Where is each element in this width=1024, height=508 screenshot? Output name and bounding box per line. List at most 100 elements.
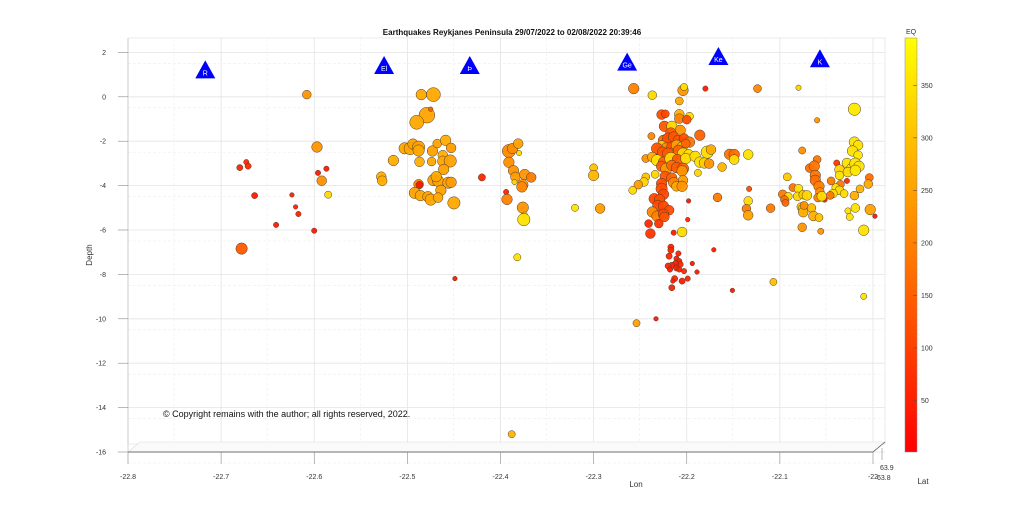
earthquake-point: [860, 293, 868, 300]
earthquake-point: [628, 186, 637, 195]
earthquake-point: [845, 213, 854, 221]
y-tick-label: -16: [96, 450, 106, 457]
x-tick-label: -22.8: [120, 474, 136, 481]
earthquake-point: [432, 192, 444, 203]
earthquake-point: [650, 170, 660, 179]
earthquake-point: [517, 213, 531, 227]
earthquake-point: [513, 253, 522, 262]
earthquake-point: [235, 242, 248, 255]
earthquake-point: [795, 84, 802, 91]
earthquake-point: [377, 175, 388, 186]
colorbar-gradient: [904, 37, 918, 453]
earthquake-point: [765, 203, 776, 213]
earthquake-point: [834, 170, 845, 181]
y-tick-label: -6: [100, 228, 106, 235]
earthquake-point: [387, 154, 399, 167]
earthquake-point: [311, 227, 318, 234]
earthquake-point: [743, 149, 754, 160]
earthquake-point: [717, 162, 727, 172]
earthquake-point: [516, 181, 528, 193]
earthquake-point: [412, 144, 425, 157]
colorbar-tick-label: 100: [921, 345, 933, 352]
station-triangle-icon: [459, 55, 480, 74]
x-tick-label: -22.6: [306, 474, 322, 481]
earthquake-point: [323, 165, 330, 172]
x-tick-label: -22: [868, 474, 878, 481]
earthquake-point: [849, 164, 861, 176]
earthquake-point: [428, 106, 434, 112]
earthquake-point: [746, 185, 753, 192]
earthquake-point: [814, 117, 821, 124]
earthquake-point: [443, 154, 457, 168]
earthquake-point: [311, 141, 323, 153]
z-tick-label: 63.9: [880, 465, 894, 472]
y-tick-label: -10: [96, 316, 106, 323]
station-marker: Þ: [459, 55, 480, 74]
earthquake-point: [781, 199, 790, 207]
earthquake-point: [445, 142, 457, 154]
earthquake-point: [670, 278, 676, 284]
y-tick-label: 2: [102, 50, 106, 57]
earthquake-point: [501, 193, 513, 205]
earthquake-point: [712, 192, 723, 203]
colorbar-tick-label: 350: [921, 83, 933, 90]
earthquake-point: [678, 277, 686, 285]
floor-panel: [127, 441, 886, 453]
earthquake-point: [817, 227, 825, 235]
earthquake-point: [653, 316, 659, 322]
station-triangle-icon: [708, 47, 729, 66]
earthquake-point: [864, 204, 876, 216]
earthquake-point: [516, 150, 523, 156]
earthquake-point: [801, 190, 813, 201]
station-label: K: [818, 59, 823, 66]
earthquake-point: [676, 180, 688, 192]
earthquake-point: [440, 134, 452, 146]
earthquake-point: [293, 204, 299, 210]
floor-plane: [127, 441, 886, 453]
station-triangle-icon: [374, 55, 395, 74]
earthquake-point: [438, 163, 450, 175]
earthquake-point: [668, 284, 676, 292]
copyright-annotation: © Copyright remains with the author; all…: [163, 409, 410, 419]
earthquake-point: [628, 83, 640, 95]
earthquake-point: [415, 181, 424, 189]
earthquake-point: [236, 164, 244, 171]
earthquake-point: [295, 211, 302, 217]
earthquake-point: [798, 146, 807, 155]
earthquake-point: [324, 190, 333, 199]
earthquake-point: [839, 189, 849, 198]
earthquake-point: [799, 201, 809, 210]
colorbar-tick-label: 250: [921, 188, 933, 195]
earthquake-point: [302, 89, 312, 100]
colorbar-tick-label: 50: [921, 398, 929, 405]
x-tick-label: -22.1: [772, 474, 788, 481]
earthquake-point: [847, 102, 861, 116]
earthquake-point: [667, 246, 675, 254]
earthquake-point: [632, 319, 641, 328]
earthquake-point: [814, 213, 824, 222]
colorbar-tick-label: 150: [921, 293, 933, 300]
station-marker: El: [374, 55, 395, 74]
earthquake-point: [251, 192, 258, 199]
earthquake-point: [571, 203, 579, 212]
earthquake-point: [511, 179, 518, 185]
earthquake-point: [816, 191, 827, 202]
earthquake-point: [670, 229, 677, 236]
earthquake-point: [686, 198, 692, 204]
earthquake-point: [409, 115, 424, 130]
x-tick-label: -22.2: [679, 474, 695, 481]
y-tick-label: -8: [100, 272, 106, 279]
earthquake-point: [753, 84, 762, 93]
earthquake-point: [426, 156, 437, 167]
earthquake-point: [681, 138, 691, 149]
earthquake-point: [526, 172, 537, 183]
station-marker: Ge: [617, 52, 638, 71]
earthquake-point: [689, 260, 695, 267]
colorbar-title: EQ: [906, 29, 917, 36]
earthquake-point: [430, 171, 442, 183]
y-tick-label: -4: [100, 183, 106, 190]
x-axis-label: Lon: [629, 480, 642, 489]
earthquake-point: [426, 87, 441, 102]
earthquake-point: [315, 169, 321, 176]
earthquake-point: [289, 192, 295, 198]
